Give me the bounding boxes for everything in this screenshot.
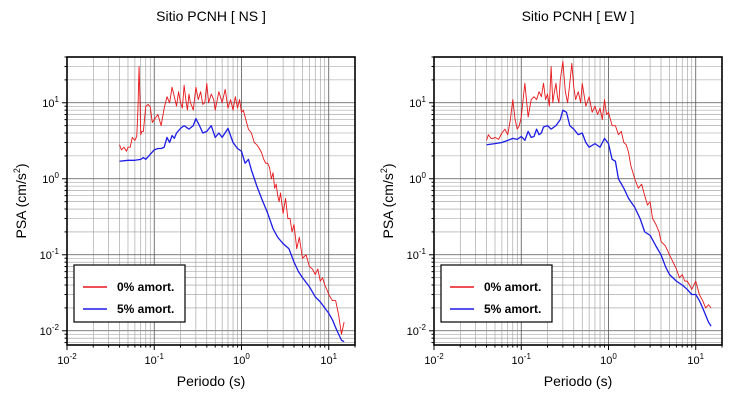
plot-frame	[66, 56, 356, 346]
series-line-1	[486, 109, 712, 327]
x-tick-label: 100	[233, 352, 250, 367]
legend-label-0: 0% amort.	[117, 280, 174, 294]
x-tick-label: 10-1	[512, 352, 532, 367]
x-tick-label: 101	[687, 352, 704, 367]
y-tick-label: 10-1	[407, 247, 427, 262]
legend-box	[73, 264, 186, 323]
chart-panel-ns: Sitio PCNH [ NS ] Periodo (s) PSA (cm/s2…	[12, 8, 356, 389]
legend-label-1: 5% amort.	[484, 302, 541, 316]
chart-title: Sitio PCNH [ NS ]	[156, 8, 266, 24]
y-tick-label: 10-1	[40, 247, 60, 262]
y-axis-label: PSA (cm/s2)	[12, 163, 29, 238]
x-tick-label: 101	[320, 352, 337, 367]
x-tick-label: 10-1	[145, 352, 165, 367]
legend-label-0: 0% amort.	[484, 280, 541, 294]
y-tick-label: 100	[409, 171, 426, 186]
y-tick-label: 100	[42, 171, 59, 186]
plot-area: 10-2 10-1 100 101 10-2 10-1 100 101	[40, 56, 356, 367]
x-tick-label: 100	[600, 352, 617, 367]
y-tick-label: 10-2	[40, 323, 60, 338]
x-tick-label: 10-2	[424, 352, 444, 367]
legend-box	[440, 264, 553, 323]
legend: 0% amort. 5% amort.	[440, 264, 553, 323]
x-tick-label: 10-2	[57, 352, 77, 367]
y-tick-label: 10-2	[407, 323, 427, 338]
legend-label-1: 5% amort.	[117, 302, 174, 316]
y-tick-label: 101	[409, 95, 426, 110]
chart-title: Sitio PCNH [ EW ]	[522, 8, 635, 24]
series-line-0	[486, 60, 712, 309]
y-tick-label: 101	[42, 95, 59, 110]
x-axis-label: Periodo (s)	[177, 373, 245, 389]
legend: 0% amort. 5% amort.	[73, 264, 186, 323]
y-axis-label: PSA (cm/s2)	[379, 163, 396, 238]
series-line-1	[119, 117, 345, 343]
x-axis-label: Periodo (s)	[544, 373, 612, 389]
chart-panel-ew: Sitio PCNH [ EW ] Periodo (s) PSA (cm/s2…	[379, 8, 723, 389]
plot-frame	[433, 56, 723, 346]
series-line-0	[119, 66, 345, 335]
